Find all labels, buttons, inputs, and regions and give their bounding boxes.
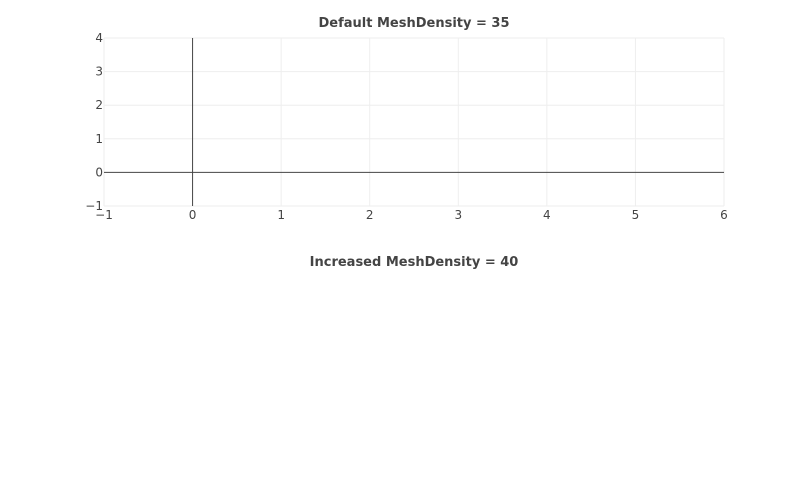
- x-tick-label: 0: [189, 208, 197, 222]
- x-tick-label: 5: [632, 208, 640, 222]
- y-tick-label: 2: [95, 98, 103, 112]
- x-tick-label: 6: [720, 208, 728, 222]
- top-zerolines: [104, 38, 724, 206]
- y-tick-label: 3: [95, 65, 103, 79]
- x-tick-label: −1: [95, 208, 113, 222]
- top-subplot: Default MeshDensity = 35 −1 0 1 2 3 4 5 6 −1 0 1 2…: [85, 16, 728, 222]
- x-tick-label: 3: [454, 208, 462, 222]
- y-tick-label: 1: [95, 132, 103, 146]
- x-tick-label: 1: [277, 208, 285, 222]
- y-tick-label: 0: [95, 165, 103, 179]
- y-tick-label: −1: [85, 199, 103, 213]
- top-x-ticks: −1 0 1 2 3 4 5 6: [95, 208, 728, 222]
- top-grid: [103, 37, 725, 207]
- top-y-ticks: −1 0 1 2 3 4: [85, 31, 103, 213]
- bottom-chart-title: Increased MeshDensity = 40: [310, 255, 519, 270]
- y-tick-label: 4: [95, 31, 103, 45]
- x-tick-label: 4: [543, 208, 551, 222]
- bottom-subplot: Increased MeshDensity = 40: [310, 255, 519, 270]
- top-chart-title: Default MeshDensity = 35: [318, 16, 509, 31]
- x-tick-label: 2: [366, 208, 374, 222]
